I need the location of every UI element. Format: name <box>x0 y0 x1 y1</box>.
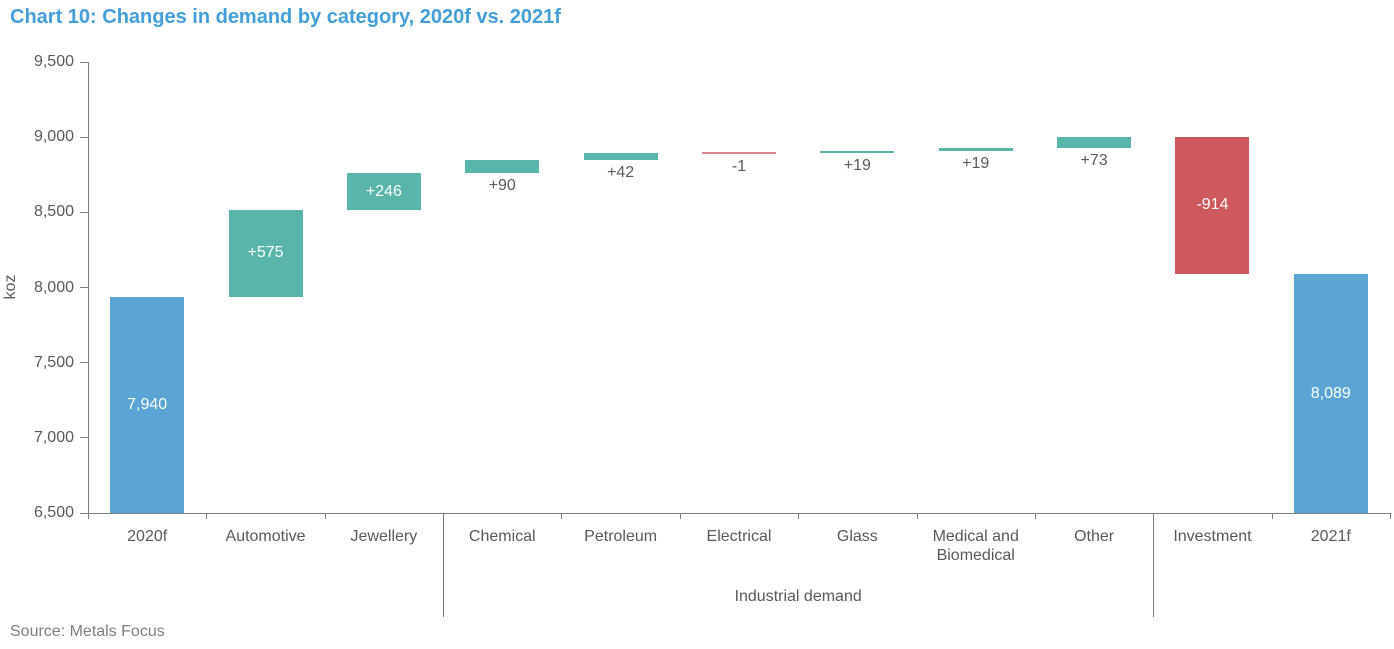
x-category-label-investment: Investment <box>1173 528 1252 545</box>
group-divider-right <box>1153 513 1155 617</box>
bar-value-label-glass: +19 <box>843 157 871 175</box>
bar-petroleum <box>583 153 658 160</box>
x-category-label-2021f: 2021f <box>1310 528 1351 545</box>
bar-value-label-petroleum: +42 <box>607 163 635 181</box>
x-axis-tick <box>324 513 326 519</box>
x-category-label-glass: Glass <box>836 528 878 545</box>
y-tick-label-7-000: 7,000 <box>33 428 74 446</box>
x-axis-tick <box>1390 513 1391 519</box>
x-category-label-2020f: 2020f <box>127 528 168 545</box>
x-axis-tick <box>1271 513 1273 519</box>
bar-2021f <box>1293 274 1368 513</box>
bar-automotive <box>228 210 303 297</box>
y-tick-label-7-500: 7,500 <box>33 353 74 371</box>
x-category-label-other: Other <box>1074 528 1115 545</box>
y-axis-tick <box>80 136 88 138</box>
x-axis-tick <box>798 513 800 519</box>
x-category-label-medical-and-biomedical: Medical and Biomedical <box>932 528 1019 564</box>
bar-electrical <box>702 152 776 155</box>
bar-value-label-other: +73 <box>1080 151 1108 169</box>
bar-chemical <box>465 159 540 174</box>
bar-investment <box>1175 136 1250 275</box>
y-axis-tick <box>80 287 88 288</box>
y-axis-tick <box>80 61 88 63</box>
y-tick-label-8-500: 8,500 <box>33 203 74 221</box>
y-tick-label-6-500: 6,500 <box>33 504 74 521</box>
bar-other <box>1057 136 1132 148</box>
x-category-label-chemical: Chemical <box>468 528 536 545</box>
x-category-label-petroleum: Petroleum <box>584 528 658 545</box>
y-tick-label-9-000: 9,000 <box>33 128 74 146</box>
x-axis-tick <box>88 513 89 519</box>
bar-2020f <box>110 296 185 513</box>
y-tick-label-9-500: 9,500 <box>33 53 74 70</box>
x-axis-tick <box>1034 513 1036 519</box>
bar-value-label-electrical: -1 <box>731 158 747 176</box>
y-axis-tick <box>80 211 88 213</box>
x-axis-tick <box>916 513 918 519</box>
chart-title: Chart 10: Changes in demand by category,… <box>10 6 561 28</box>
y-tick-label-8-000: 8,000 <box>33 278 74 296</box>
x-category-label-jewellery: Jewellery <box>350 528 418 545</box>
x-axis-tick <box>561 513 563 519</box>
y-axis-tick <box>80 512 88 514</box>
bar-medical-and-biomedical <box>938 147 1013 151</box>
bar-jewellery <box>346 173 421 211</box>
group-label-industrial-demand: Industrial demand <box>734 588 862 605</box>
bar-value-label-chemical: +90 <box>488 177 516 195</box>
x-axis-tick <box>679 513 681 519</box>
y-axis-line <box>88 62 89 513</box>
group-divider-left <box>443 513 445 617</box>
x-category-label-automotive: Automotive <box>225 528 306 545</box>
bar-value-label-medical-and-biomedical: +19 <box>962 154 990 172</box>
y-axis-tick <box>80 437 88 439</box>
bar-glass <box>820 150 895 154</box>
x-axis-line <box>88 513 1390 514</box>
x-axis-tick <box>206 513 208 519</box>
x-category-label-electrical: Electrical <box>706 528 772 545</box>
y-axis-tick <box>80 362 88 364</box>
source-note: Source: Metals Focus <box>10 623 165 640</box>
